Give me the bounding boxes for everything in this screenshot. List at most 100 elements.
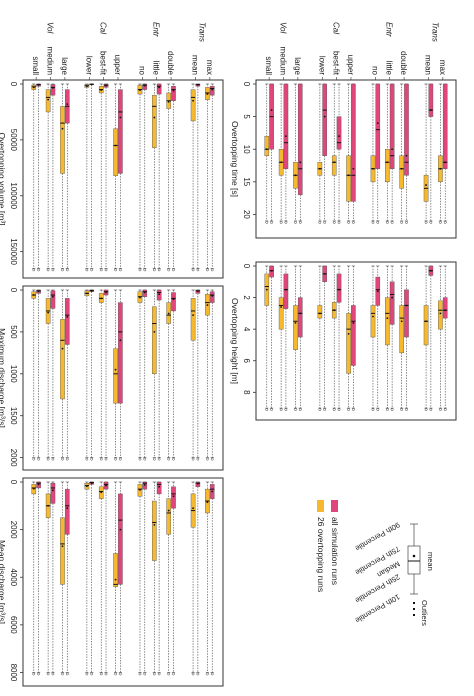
mean-point (206, 304, 209, 306)
box-all-simulation-runs (375, 83, 381, 169)
outlier-point (429, 221, 433, 224)
box-all-simulation-runs (297, 83, 303, 196)
outlier-point (172, 268, 175, 272)
box-26-overtopping-runs (264, 135, 270, 156)
box-26-overtopping-runs (385, 297, 390, 346)
level-label: best-fit (99, 51, 108, 76)
outlier-point (90, 268, 94, 272)
box-all-simulation-runs (404, 289, 409, 338)
outlier-point (119, 672, 122, 676)
outlier-point (206, 457, 209, 461)
outlier-point (172, 457, 175, 461)
mean-point (90, 83, 93, 86)
mean-point (270, 269, 273, 272)
outlier-point (196, 268, 200, 272)
mean-point (285, 288, 287, 291)
outlier-point (104, 457, 108, 461)
box-26-overtopping-runs (190, 89, 196, 122)
mean-point (400, 320, 403, 323)
x-tick-label: 6000 (9, 616, 18, 634)
outlier-point (390, 221, 394, 224)
mean-point (158, 485, 161, 488)
panel-frame (22, 79, 224, 279)
outlier-point (210, 268, 214, 272)
mean-point (391, 148, 394, 151)
panel-frame (255, 79, 457, 239)
x-axis-label: Overtopping volume [m³] (0, 132, 7, 225)
box-26-overtopping-runs (113, 553, 118, 587)
legend-outlier (413, 602, 415, 604)
mean-point (119, 339, 122, 342)
mean-point (100, 89, 103, 92)
outlier-point (172, 672, 175, 676)
mean-point (347, 174, 350, 177)
level-label: no (370, 66, 379, 75)
level-label: small (264, 56, 273, 75)
outlier-point (323, 408, 327, 411)
outlier-point (167, 268, 171, 272)
level-label: no (137, 66, 146, 75)
outlier-point (265, 221, 269, 224)
mean-point (139, 488, 141, 491)
x-tick-label: 0 (9, 480, 18, 485)
outlier-point (385, 221, 389, 224)
mean-point (139, 296, 141, 299)
outlier-point (196, 672, 200, 676)
box-all-simulation-runs (351, 83, 356, 202)
group-label: Vol (279, 22, 288, 33)
mean-point (352, 321, 355, 324)
mean-point (37, 83, 40, 86)
x-tick-label: 100000 (9, 182, 18, 209)
level-label: double (166, 51, 175, 76)
outlier-point (347, 408, 350, 411)
mean-point (192, 314, 194, 317)
outlier-point (90, 457, 94, 461)
box-all-simulation-runs (171, 486, 176, 509)
box-all-simulation-runs (389, 83, 395, 169)
outlier-point (332, 221, 336, 224)
box-26-overtopping-runs (152, 94, 157, 148)
mean-point (119, 528, 122, 531)
box-all-simulation-runs (404, 83, 409, 176)
mean-point (280, 306, 283, 308)
mean-point (299, 161, 302, 164)
outlier-point (191, 672, 195, 676)
mean-point (37, 290, 40, 293)
box-26-overtopping-runs (438, 300, 443, 330)
mean-point (294, 174, 297, 177)
group-label: Trans (431, 22, 440, 42)
mean-point (391, 296, 394, 299)
outlier-point (157, 268, 161, 272)
panel-3: 0 50000 100000 150000 Overtopping volume [m³… (0, 22, 224, 279)
level-label: large (60, 57, 69, 75)
mean-point (90, 482, 93, 485)
outlier-point (424, 408, 428, 411)
outlier-point (152, 457, 156, 461)
x-tick-label: 2000 (9, 449, 18, 467)
mean-point (114, 144, 117, 147)
mean-point (386, 161, 389, 164)
mean-point (429, 269, 432, 272)
x-axis-label: Overtopping height [m] (230, 298, 240, 384)
legend-outlier (413, 614, 415, 616)
group-label: Entr (152, 22, 161, 37)
level-label: lower (317, 56, 326, 75)
outlier-point (318, 221, 322, 224)
mean-point (114, 368, 117, 371)
outlier-point (385, 408, 389, 411)
outlier-point (157, 672, 161, 676)
outlier-point (390, 408, 394, 411)
outlier-point (85, 457, 89, 461)
box-26-overtopping-runs (166, 498, 171, 535)
outlier-point (119, 268, 122, 272)
outlier-point (196, 457, 200, 461)
outlier-point (46, 268, 50, 272)
group-label: Trans (198, 22, 207, 42)
mean-point (211, 294, 214, 297)
group-label: Cal (332, 22, 341, 34)
x-tick-label: 50000 (9, 129, 18, 152)
box-26-overtopping-runs (317, 305, 323, 319)
legend-mean-label: mean (426, 552, 435, 571)
outlier-point (376, 221, 380, 224)
